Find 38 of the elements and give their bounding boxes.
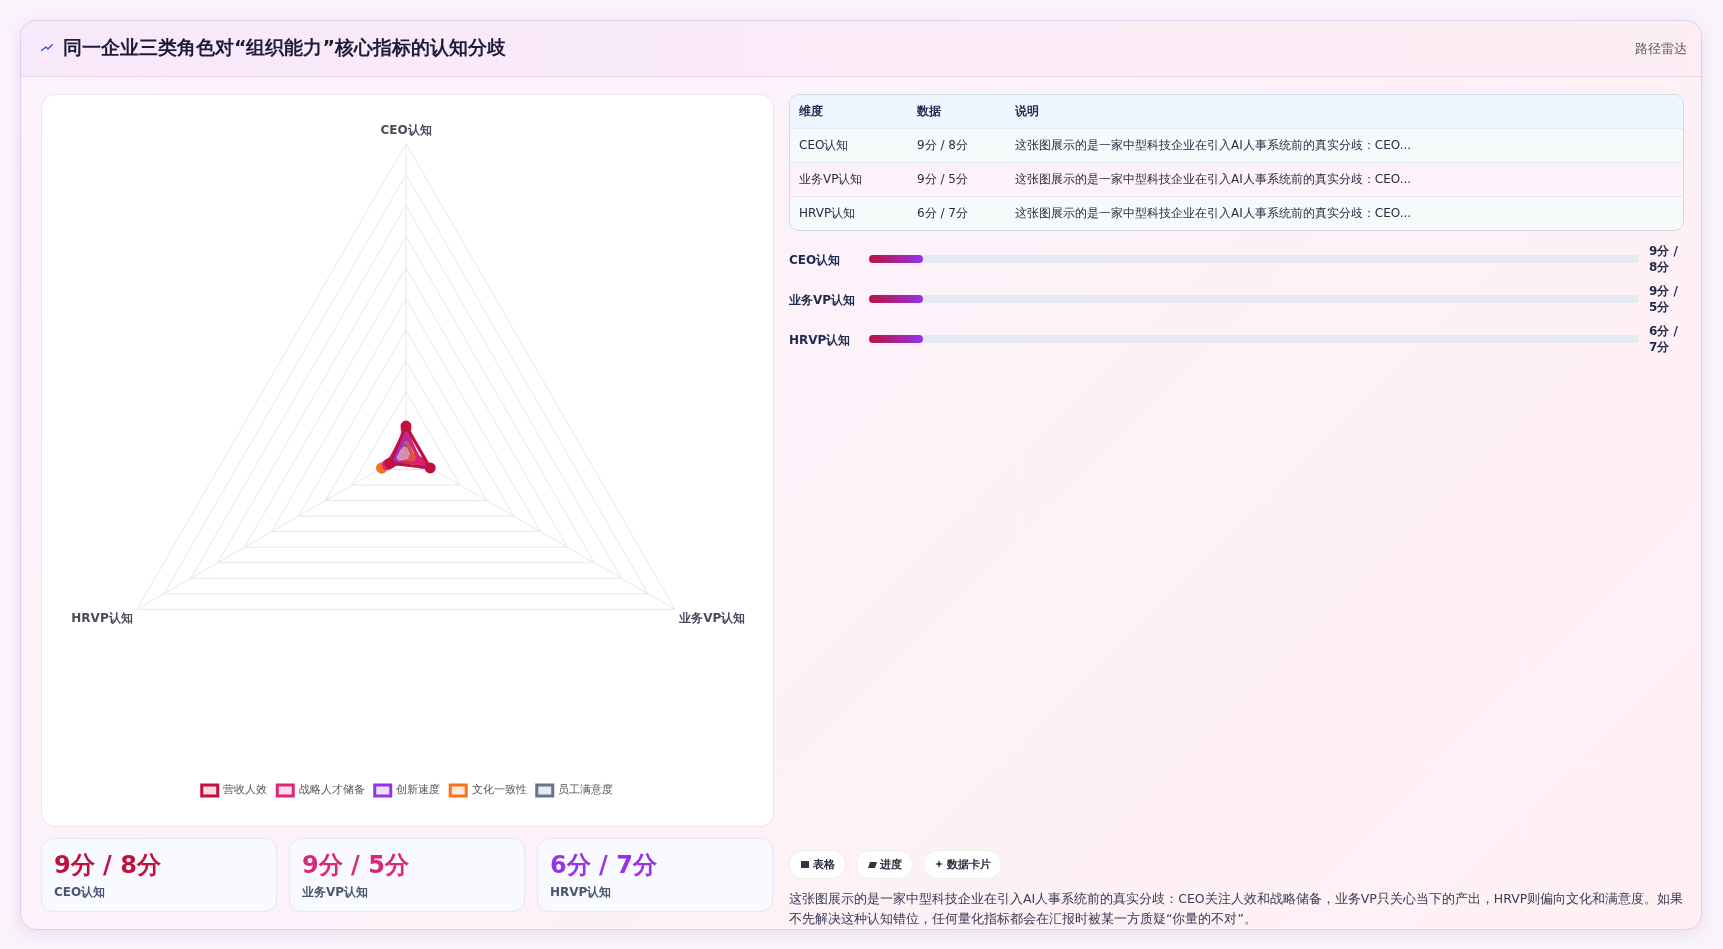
text: 9分 / 8分	[908, 128, 1006, 162]
text: 业务VP认知	[789, 293, 856, 307]
text: 这张图展示的是一家中型科技企业在引入AI人事系统前的真实分歧：CEO关注人效和战略储备，业务VP只关心当下的产出，HRVP则偏向文化和满意度。如果不先解决这种认知错位，任何量化指标都会在汇报时被某一方质疑“你量的不对”。	[789, 891, 1684, 926]
spoke-label: HRVP认知	[71, 611, 133, 626]
text: 6分 / 7分	[908, 196, 1006, 230]
legend-label: 文化一致性	[471, 783, 527, 797]
text: 表格	[813, 858, 835, 871]
text: 路径雷达	[1635, 40, 1687, 58]
text: 说明	[1006, 95, 1683, 128]
text: 9分 / 5分	[908, 162, 1006, 196]
legend-label: 创新速度	[396, 783, 441, 797]
text: CEO认知	[54, 885, 106, 899]
text: HRVP认知	[550, 885, 612, 899]
text: 6分 / 7分	[1649, 324, 1678, 354]
chart-title: 同一企业三类角色对“组织能力”核心指标的认知分歧	[63, 35, 506, 60]
legend-label: 营收人效	[223, 783, 268, 797]
text: 9分 / 8分	[1649, 244, 1678, 274]
text: 9分 / 5分	[1649, 284, 1678, 314]
text: CEO认知	[789, 253, 841, 267]
text: 6分 / 7分	[550, 851, 657, 879]
text: 这张图展示的是一家中型科技企业在引入AI人事系统前的真实分歧：CEO...	[1006, 128, 1683, 162]
text: 维度	[790, 95, 908, 128]
text: 这张图展示的是一家中型科技企业在引入AI人事系统前的真实分歧：CEO...	[1006, 196, 1683, 230]
text: HRVP认知	[790, 196, 908, 230]
text: 数据卡片	[947, 858, 991, 871]
text: 业务VP认知	[302, 885, 369, 899]
text: 9分 / 8分	[54, 851, 161, 879]
text: 9分 / 5分	[302, 851, 409, 879]
text: CEO认知	[790, 128, 908, 162]
text: 数据	[908, 95, 1006, 128]
legend-label: 战略人才储备	[298, 783, 365, 797]
text: 这张图展示的是一家中型科技企业在引入AI人事系统前的真实分歧：CEO...	[1006, 162, 1683, 196]
spoke-label: 业务VP认知	[678, 611, 746, 626]
text: 进度	[880, 858, 902, 871]
text: 业务VP认知	[790, 162, 908, 196]
text: HRVP认知	[789, 333, 851, 347]
spoke-label: CEO认知	[380, 123, 432, 138]
legend-label: 员工满意度	[558, 783, 614, 797]
